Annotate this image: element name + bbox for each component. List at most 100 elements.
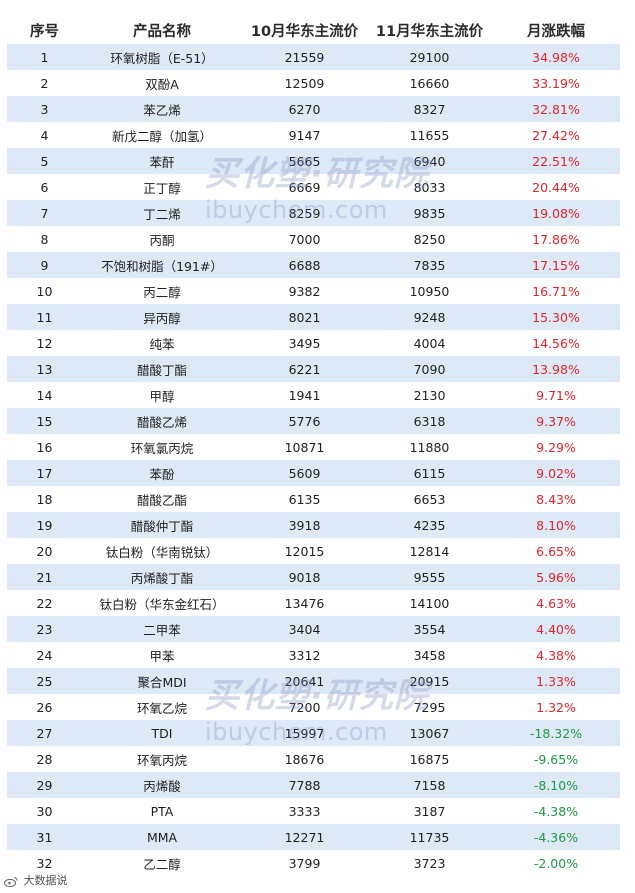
cell-no: 26 xyxy=(7,694,82,720)
table-row: 25 聚合MDI 20641 20915 1.33% xyxy=(7,668,620,694)
cell-product-name: 不饱和树脂（191#） xyxy=(82,252,242,278)
cell-product-name: 双酚A xyxy=(82,70,242,96)
cell-product-name: 醋酸乙烯 xyxy=(82,408,242,434)
cell-no: 8 xyxy=(7,226,82,252)
cell-oct-price: 12271 xyxy=(242,824,367,850)
cell-oct-price: 3404 xyxy=(242,616,367,642)
cell-oct-price: 13476 xyxy=(242,590,367,616)
cell-nov-price: 6653 xyxy=(367,486,492,512)
cell-monthly-change: 20.44% xyxy=(492,174,620,200)
cell-product-name: MMA xyxy=(82,824,242,850)
cell-no: 9 xyxy=(7,252,82,278)
cell-oct-price: 3799 xyxy=(242,850,367,876)
table-row: 27 TDI 15997 13067 -18.32% xyxy=(7,720,620,746)
cell-nov-price: 3554 xyxy=(367,616,492,642)
cell-oct-price: 8259 xyxy=(242,200,367,226)
table-row: 15 醋酸乙烯 5776 6318 9.37% xyxy=(7,408,620,434)
cell-product-name: PTA xyxy=(82,798,242,824)
cell-monthly-change: 6.65% xyxy=(492,538,620,564)
cell-nov-price: 8250 xyxy=(367,226,492,252)
table-row: 12 纯苯 3495 4004 14.56% xyxy=(7,330,620,356)
cell-nov-price: 14100 xyxy=(367,590,492,616)
table-row: 31 MMA 12271 11735 -4.36% xyxy=(7,824,620,850)
cell-no: 32 xyxy=(7,850,82,876)
cell-no: 11 xyxy=(7,304,82,330)
header-monthly-change: 月涨跌幅 xyxy=(492,17,620,44)
cell-monthly-change: 32.81% xyxy=(492,96,620,122)
cell-product-name: 丙酮 xyxy=(82,226,242,252)
cell-product-name: 聚合MDI xyxy=(82,668,242,694)
cell-oct-price: 3333 xyxy=(242,798,367,824)
cell-oct-price: 1941 xyxy=(242,382,367,408)
cell-monthly-change: 22.51% xyxy=(492,148,620,174)
cell-monthly-change: 34.98% xyxy=(492,44,620,70)
cell-no: 7 xyxy=(7,200,82,226)
price-table-container: 序号 产品名称 10月华东主流价 11月华东主流价 月涨跌幅 1 环氧树脂（E-5… xyxy=(7,17,620,876)
table-row: 26 环氧乙烷 7200 7295 1.32% xyxy=(7,694,620,720)
cell-no: 17 xyxy=(7,460,82,486)
cell-no: 31 xyxy=(7,824,82,850)
cell-product-name: 环氧乙烷 xyxy=(82,694,242,720)
table-header: 序号 产品名称 10月华东主流价 11月华东主流价 月涨跌幅 xyxy=(7,17,620,44)
cell-product-name: 苯酚 xyxy=(82,460,242,486)
cell-oct-price: 3312 xyxy=(242,642,367,668)
cell-monthly-change: 19.08% xyxy=(492,200,620,226)
cell-monthly-change: 16.71% xyxy=(492,278,620,304)
cell-nov-price: 16660 xyxy=(367,70,492,96)
table-row: 16 环氧氯丙烷 10871 11880 9.29% xyxy=(7,434,620,460)
cell-product-name: 甲苯 xyxy=(82,642,242,668)
cell-product-name: 环氧丙烷 xyxy=(82,746,242,772)
cell-no: 21 xyxy=(7,564,82,590)
table-row: 1 环氧树脂（E-51） 21559 29100 34.98% xyxy=(7,44,620,70)
cell-monthly-change: 1.32% xyxy=(492,694,620,720)
cell-nov-price: 13067 xyxy=(367,720,492,746)
cell-product-name: 丙烯酸丁酯 xyxy=(82,564,242,590)
cell-oct-price: 3495 xyxy=(242,330,367,356)
cell-nov-price: 8033 xyxy=(367,174,492,200)
cell-product-name: 正丁醇 xyxy=(82,174,242,200)
table-row: 9 不饱和树脂（191#） 6688 7835 17.15% xyxy=(7,252,620,278)
cell-monthly-change: 1.33% xyxy=(492,668,620,694)
cell-no: 29 xyxy=(7,772,82,798)
cell-no: 27 xyxy=(7,720,82,746)
cell-oct-price: 6270 xyxy=(242,96,367,122)
header-nov-price: 11月华东主流价 xyxy=(367,17,492,44)
cell-no: 15 xyxy=(7,408,82,434)
table-row: 5 苯酐 5665 6940 22.51% xyxy=(7,148,620,174)
cell-product-name: 钛白粉（华东金红石） xyxy=(82,590,242,616)
cell-nov-price: 9248 xyxy=(367,304,492,330)
cell-product-name: 新戊二醇（加氢） xyxy=(82,122,242,148)
cell-monthly-change: 9.02% xyxy=(492,460,620,486)
cell-monthly-change: -8.10% xyxy=(492,772,620,798)
cell-monthly-change: 5.96% xyxy=(492,564,620,590)
cell-monthly-change: 15.30% xyxy=(492,304,620,330)
cell-monthly-change: -9.65% xyxy=(492,746,620,772)
cell-monthly-change: 4.40% xyxy=(492,616,620,642)
cell-oct-price: 10871 xyxy=(242,434,367,460)
cell-oct-price: 21559 xyxy=(242,44,367,70)
cell-oct-price: 6135 xyxy=(242,486,367,512)
cell-nov-price: 29100 xyxy=(367,44,492,70)
cell-monthly-change: 27.42% xyxy=(492,122,620,148)
cell-no: 5 xyxy=(7,148,82,174)
table-row: 11 异丙醇 8021 9248 15.30% xyxy=(7,304,620,330)
table-row: 7 丁二烯 8259 9835 19.08% xyxy=(7,200,620,226)
cell-no: 16 xyxy=(7,434,82,460)
table-row: 23 二甲苯 3404 3554 4.40% xyxy=(7,616,620,642)
table-row: 13 醋酸丁酯 6221 7090 13.98% xyxy=(7,356,620,382)
cell-nov-price: 6115 xyxy=(367,460,492,486)
table-body: 1 环氧树脂（E-51） 21559 29100 34.98% 2 双酚A 12509 1666… xyxy=(7,44,620,876)
cell-oct-price: 20641 xyxy=(242,668,367,694)
table-row: 14 甲醇 1941 2130 9.71% xyxy=(7,382,620,408)
cell-oct-price: 9382 xyxy=(242,278,367,304)
cell-nov-price: 10950 xyxy=(367,278,492,304)
cell-product-name: 丙烯酸 xyxy=(82,772,242,798)
table-row: 18 醋酸乙酯 6135 6653 8.43% xyxy=(7,486,620,512)
weibo-icon xyxy=(4,876,18,887)
cell-no: 23 xyxy=(7,616,82,642)
cell-oct-price: 8021 xyxy=(242,304,367,330)
cell-monthly-change: 13.98% xyxy=(492,356,620,382)
cell-nov-price: 11880 xyxy=(367,434,492,460)
cell-monthly-change: 9.71% xyxy=(492,382,620,408)
cell-product-name: 醋酸仲丁酯 xyxy=(82,512,242,538)
